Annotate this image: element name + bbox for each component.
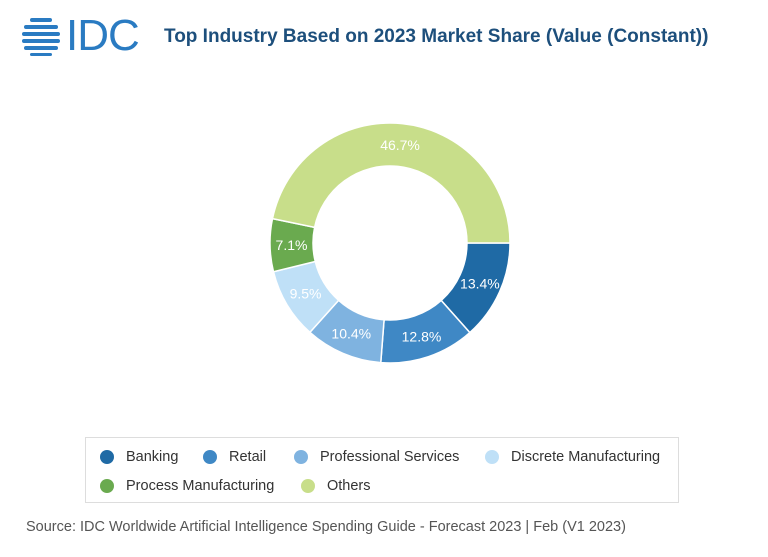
legend-swatch: [294, 450, 308, 464]
source-note: Source: IDC Worldwide Artificial Intelli…: [26, 519, 626, 535]
legend-label: Professional Services: [320, 449, 460, 465]
data-label: 46.7%: [380, 137, 420, 153]
donut-chart: 13.4% 12.8% 10.4% 9.5% 7.1% 46.7%: [269, 122, 511, 364]
data-label: 9.5%: [290, 286, 322, 302]
data-label: 10.4%: [331, 326, 371, 342]
globe-icon: [22, 18, 60, 56]
legend-item-process-manufacturing[interactable]: Process Manufacturing: [100, 478, 274, 494]
legend-swatch: [100, 450, 114, 464]
legend-item-retail[interactable]: Retail: [203, 449, 266, 465]
legend-label: Discrete Manufacturing: [511, 449, 661, 465]
donut-slice-others[interactable]: [271, 122, 511, 244]
legend: Banking Retail Professional Services Dis…: [85, 437, 679, 503]
legend-item-discrete-manufacturing[interactable]: Discrete Manufacturing: [485, 449, 660, 465]
data-label: 13.4%: [460, 275, 500, 291]
legend-swatch: [301, 479, 315, 493]
legend-label: Banking: [126, 449, 179, 465]
legend-label: Retail: [229, 449, 267, 465]
legend-item-professional-services[interactable]: Professional Services: [294, 449, 459, 465]
legend-swatch: [203, 450, 217, 464]
legend-label: Others: [327, 478, 371, 494]
data-label: 7.1%: [276, 237, 308, 253]
legend-swatch: [100, 479, 114, 493]
legend-swatch: [485, 450, 499, 464]
legend-item-others[interactable]: Others: [301, 478, 371, 494]
idc-logo: IDC: [20, 11, 140, 60]
data-label: 12.8%: [402, 328, 442, 344]
logo-text: IDC: [66, 11, 140, 60]
legend-item-banking[interactable]: Banking: [100, 449, 178, 465]
legend-label: Process Manufacturing: [126, 478, 275, 494]
chart-title: Top Industry Based on 2023 Market Share …: [164, 26, 709, 47]
